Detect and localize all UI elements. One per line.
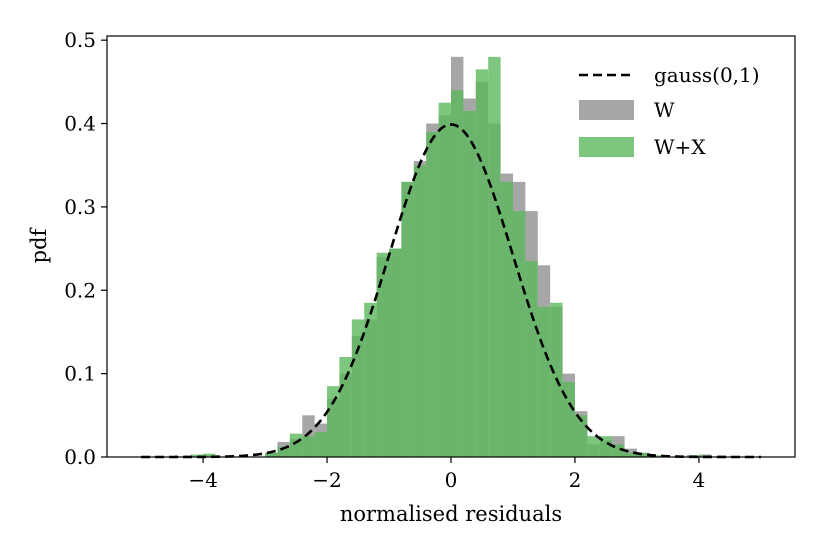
bar-wx-34 [562, 381, 575, 457]
bar-wx-28 [488, 56, 501, 457]
bar-wx-30 [512, 211, 526, 457]
x-tick-label: −2 [312, 468, 341, 492]
bar-wx-20 [389, 248, 402, 457]
y-tick-label: 0.5 [64, 28, 96, 52]
x-tick-label: 0 [445, 468, 458, 492]
bar-wx-40 [636, 452, 650, 457]
bar-w-39 [624, 448, 637, 457]
bar-wx-36 [587, 436, 600, 457]
legend: gauss(0,1) W W+X [579, 63, 760, 159]
legend-wx-swatch [579, 137, 634, 157]
y-tick-label: 0.0 [64, 445, 96, 469]
bar-wx-38 [612, 444, 625, 457]
bar-wx-22 [413, 165, 427, 457]
bar-wx-5 [203, 453, 216, 457]
bar-wx-27 [475, 69, 489, 458]
x-tick-label: −4 [188, 468, 217, 492]
bar-wx-37 [599, 436, 613, 457]
x-axis-title: normalised residuals [340, 502, 562, 526]
bar-wx-23 [426, 131, 439, 458]
y-tick-label: 0.4 [64, 112, 96, 136]
series-wx-bars [190, 56, 712, 458]
bar-wx-24 [438, 102, 451, 458]
bar-wx-14 [314, 431, 328, 457]
bar-wx-10 [265, 452, 278, 457]
bar-wx-39 [624, 452, 637, 457]
y-axis-title: pdf [27, 226, 51, 263]
y-tick-label: 0.3 [64, 195, 96, 219]
bar-wx-12 [289, 433, 303, 457]
x-tick-label: 4 [693, 468, 706, 492]
bar-wx-26 [463, 111, 476, 458]
x-axis-ticks: −4 −2 0 2 4 [188, 457, 705, 492]
y-axis-ticks: 0.0 0.1 0.2 0.3 0.4 0.5 [64, 28, 107, 469]
y-tick-label: 0.1 [64, 362, 96, 386]
bar-wx-35 [574, 415, 588, 457]
bar-wx-21 [401, 181, 414, 457]
y-tick-label: 0.2 [64, 278, 96, 302]
bar-wx-13 [302, 436, 315, 457]
bar-wx-32 [537, 306, 551, 457]
bar-wx-29 [500, 181, 513, 457]
x-tick-label: 2 [569, 468, 582, 492]
gauss-curve [141, 123, 761, 459]
bar-wx-25 [451, 90, 464, 458]
bar-wx-4 [190, 454, 204, 457]
bar-wx-11 [277, 446, 290, 457]
legend-wx-label: W+X [654, 135, 706, 159]
bar-wx-19 [376, 252, 390, 457]
legend-w-label: W [654, 98, 675, 122]
legend-gauss-label: gauss(0,1) [654, 63, 760, 87]
bar-wx-31 [525, 261, 538, 457]
bar-wx-15 [327, 386, 340, 457]
legend-w-swatch [579, 100, 634, 120]
bar-wx-17 [351, 319, 365, 457]
bar-wx-18 [364, 302, 377, 457]
bar-wx-16 [339, 356, 352, 457]
